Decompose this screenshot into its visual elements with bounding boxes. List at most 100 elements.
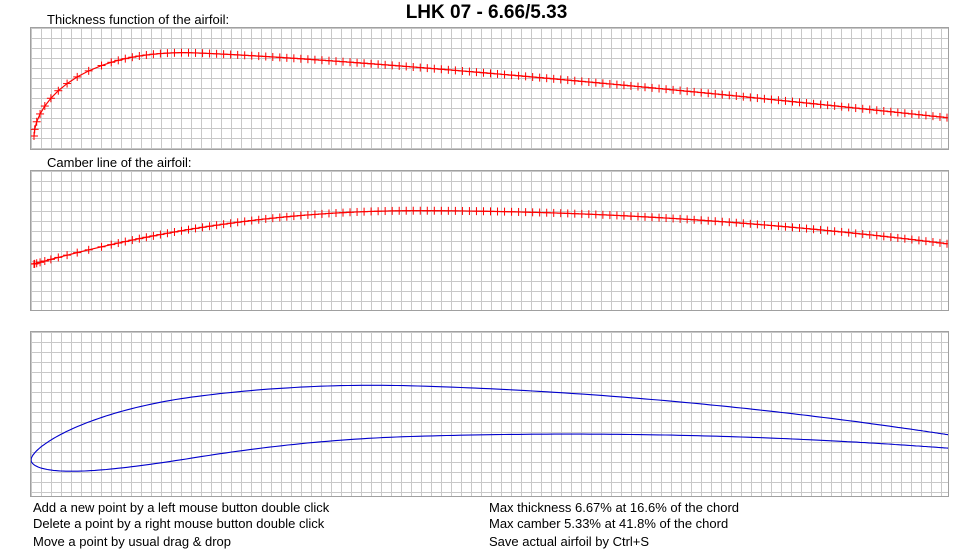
thickness-point[interactable] — [704, 89, 713, 98]
thickness-point[interactable] — [739, 92, 748, 101]
camber-point[interactable] — [535, 208, 544, 217]
camber-point[interactable] — [149, 231, 158, 240]
camber-point[interactable] — [73, 248, 82, 257]
thickness-point[interactable] — [570, 76, 579, 85]
camber-point[interactable] — [718, 217, 727, 226]
camber-point[interactable] — [226, 219, 235, 228]
thickness-point[interactable] — [156, 49, 165, 58]
camber-point[interactable] — [31, 259, 39, 268]
thickness-point[interactable] — [900, 109, 909, 118]
camber-point[interactable] — [324, 209, 333, 218]
thickness-point[interactable] — [711, 89, 720, 98]
camber-point[interactable] — [128, 236, 137, 245]
camber-point[interactable] — [619, 211, 628, 220]
thickness-point[interactable] — [633, 82, 642, 91]
thickness-point[interactable] — [676, 86, 685, 95]
thickness-point[interactable] — [774, 96, 783, 105]
thickness-point[interactable] — [32, 117, 41, 126]
thickness-point[interactable] — [767, 95, 776, 104]
thickness-point[interactable] — [612, 80, 621, 89]
camber-point[interactable] — [114, 239, 123, 248]
thickness-point[interactable] — [802, 99, 811, 108]
thickness-point[interactable] — [753, 94, 762, 103]
camber-point[interactable] — [254, 215, 263, 224]
camber-point[interactable] — [84, 245, 93, 254]
thickness-point[interactable] — [718, 90, 727, 99]
camber-point[interactable] — [184, 225, 193, 234]
camber-point[interactable] — [774, 222, 783, 231]
camber-point[interactable] — [437, 206, 446, 215]
camber-point[interactable] — [928, 238, 937, 247]
thickness-point[interactable] — [247, 51, 256, 60]
camber-point[interactable] — [760, 220, 769, 229]
thickness-point[interactable] — [261, 52, 270, 61]
thickness-point[interactable] — [690, 87, 699, 96]
camber-point[interactable] — [416, 206, 425, 215]
camber-point[interactable] — [198, 223, 207, 232]
thickness-point[interactable] — [788, 97, 797, 106]
thickness-point[interactable] — [591, 78, 600, 87]
camber-point[interactable] — [479, 207, 488, 216]
thickness-point[interactable] — [73, 72, 82, 81]
thickness-point[interactable] — [879, 106, 888, 115]
camber-point[interactable] — [40, 257, 49, 266]
thickness-point[interactable] — [507, 71, 516, 80]
thickness-point[interactable] — [31, 125, 39, 134]
thickness-point[interactable] — [121, 54, 130, 63]
thickness-point[interactable] — [823, 101, 832, 110]
camber-point[interactable] — [521, 208, 530, 217]
thickness-point[interactable] — [40, 102, 49, 111]
thickness-point[interactable] — [149, 50, 158, 59]
camber-point[interactable] — [837, 227, 846, 236]
camber-point[interactable] — [135, 234, 144, 243]
camber-point[interactable] — [444, 206, 453, 215]
camber-point[interactable] — [935, 238, 944, 247]
thickness-point[interactable] — [191, 48, 200, 57]
thickness-point[interactable] — [816, 100, 825, 109]
camber-point[interactable] — [648, 213, 657, 222]
camber-point[interactable] — [753, 220, 762, 229]
thickness-point[interactable] — [254, 52, 263, 61]
thickness-point[interactable] — [886, 107, 895, 116]
thickness-point[interactable] — [732, 92, 741, 101]
camber-plot[interactable] — [31, 171, 949, 311]
camber-point[interactable] — [612, 211, 621, 220]
camber-point[interactable] — [261, 214, 270, 223]
thickness-point[interactable] — [198, 49, 207, 58]
camber-point[interactable] — [388, 206, 397, 215]
thickness-point[interactable] — [472, 68, 481, 77]
thickness-point[interactable] — [479, 68, 488, 77]
camber-point[interactable] — [577, 209, 586, 218]
camber-point[interactable] — [339, 208, 348, 217]
thickness-point[interactable] — [619, 81, 628, 90]
camber-point[interactable] — [858, 230, 867, 239]
thickness-point[interactable] — [851, 104, 860, 113]
camber-point[interactable] — [275, 213, 284, 222]
thickness-point[interactable] — [268, 52, 277, 61]
camber-point[interactable] — [900, 234, 909, 243]
camber-point[interactable] — [739, 219, 748, 228]
camber-point[interactable] — [219, 220, 228, 229]
camber-point[interactable] — [886, 233, 895, 242]
thickness-point[interactable] — [317, 56, 326, 65]
camber-point[interactable] — [472, 207, 481, 216]
thickness-point[interactable] — [641, 83, 650, 92]
camber-point[interactable] — [170, 227, 179, 236]
camber-point[interactable] — [514, 207, 523, 216]
camber-point[interactable] — [633, 212, 642, 221]
thickness-point[interactable] — [163, 49, 172, 58]
camber-point[interactable] — [921, 237, 930, 246]
thickness-point[interactable] — [46, 94, 55, 103]
camber-point[interactable] — [423, 206, 432, 215]
camber-point[interactable] — [409, 206, 418, 215]
thickness-point[interactable] — [97, 61, 106, 70]
thickness-point[interactable] — [493, 69, 502, 78]
camber-point[interactable] — [746, 219, 755, 228]
camber-point[interactable] — [289, 212, 298, 221]
camber-point[interactable] — [346, 208, 355, 217]
thickness-point[interactable] — [303, 55, 312, 64]
thickness-point[interactable] — [893, 108, 902, 117]
camber-point[interactable] — [493, 207, 502, 216]
camber-point[interactable] — [303, 210, 312, 219]
camber-point[interactable] — [662, 214, 671, 223]
